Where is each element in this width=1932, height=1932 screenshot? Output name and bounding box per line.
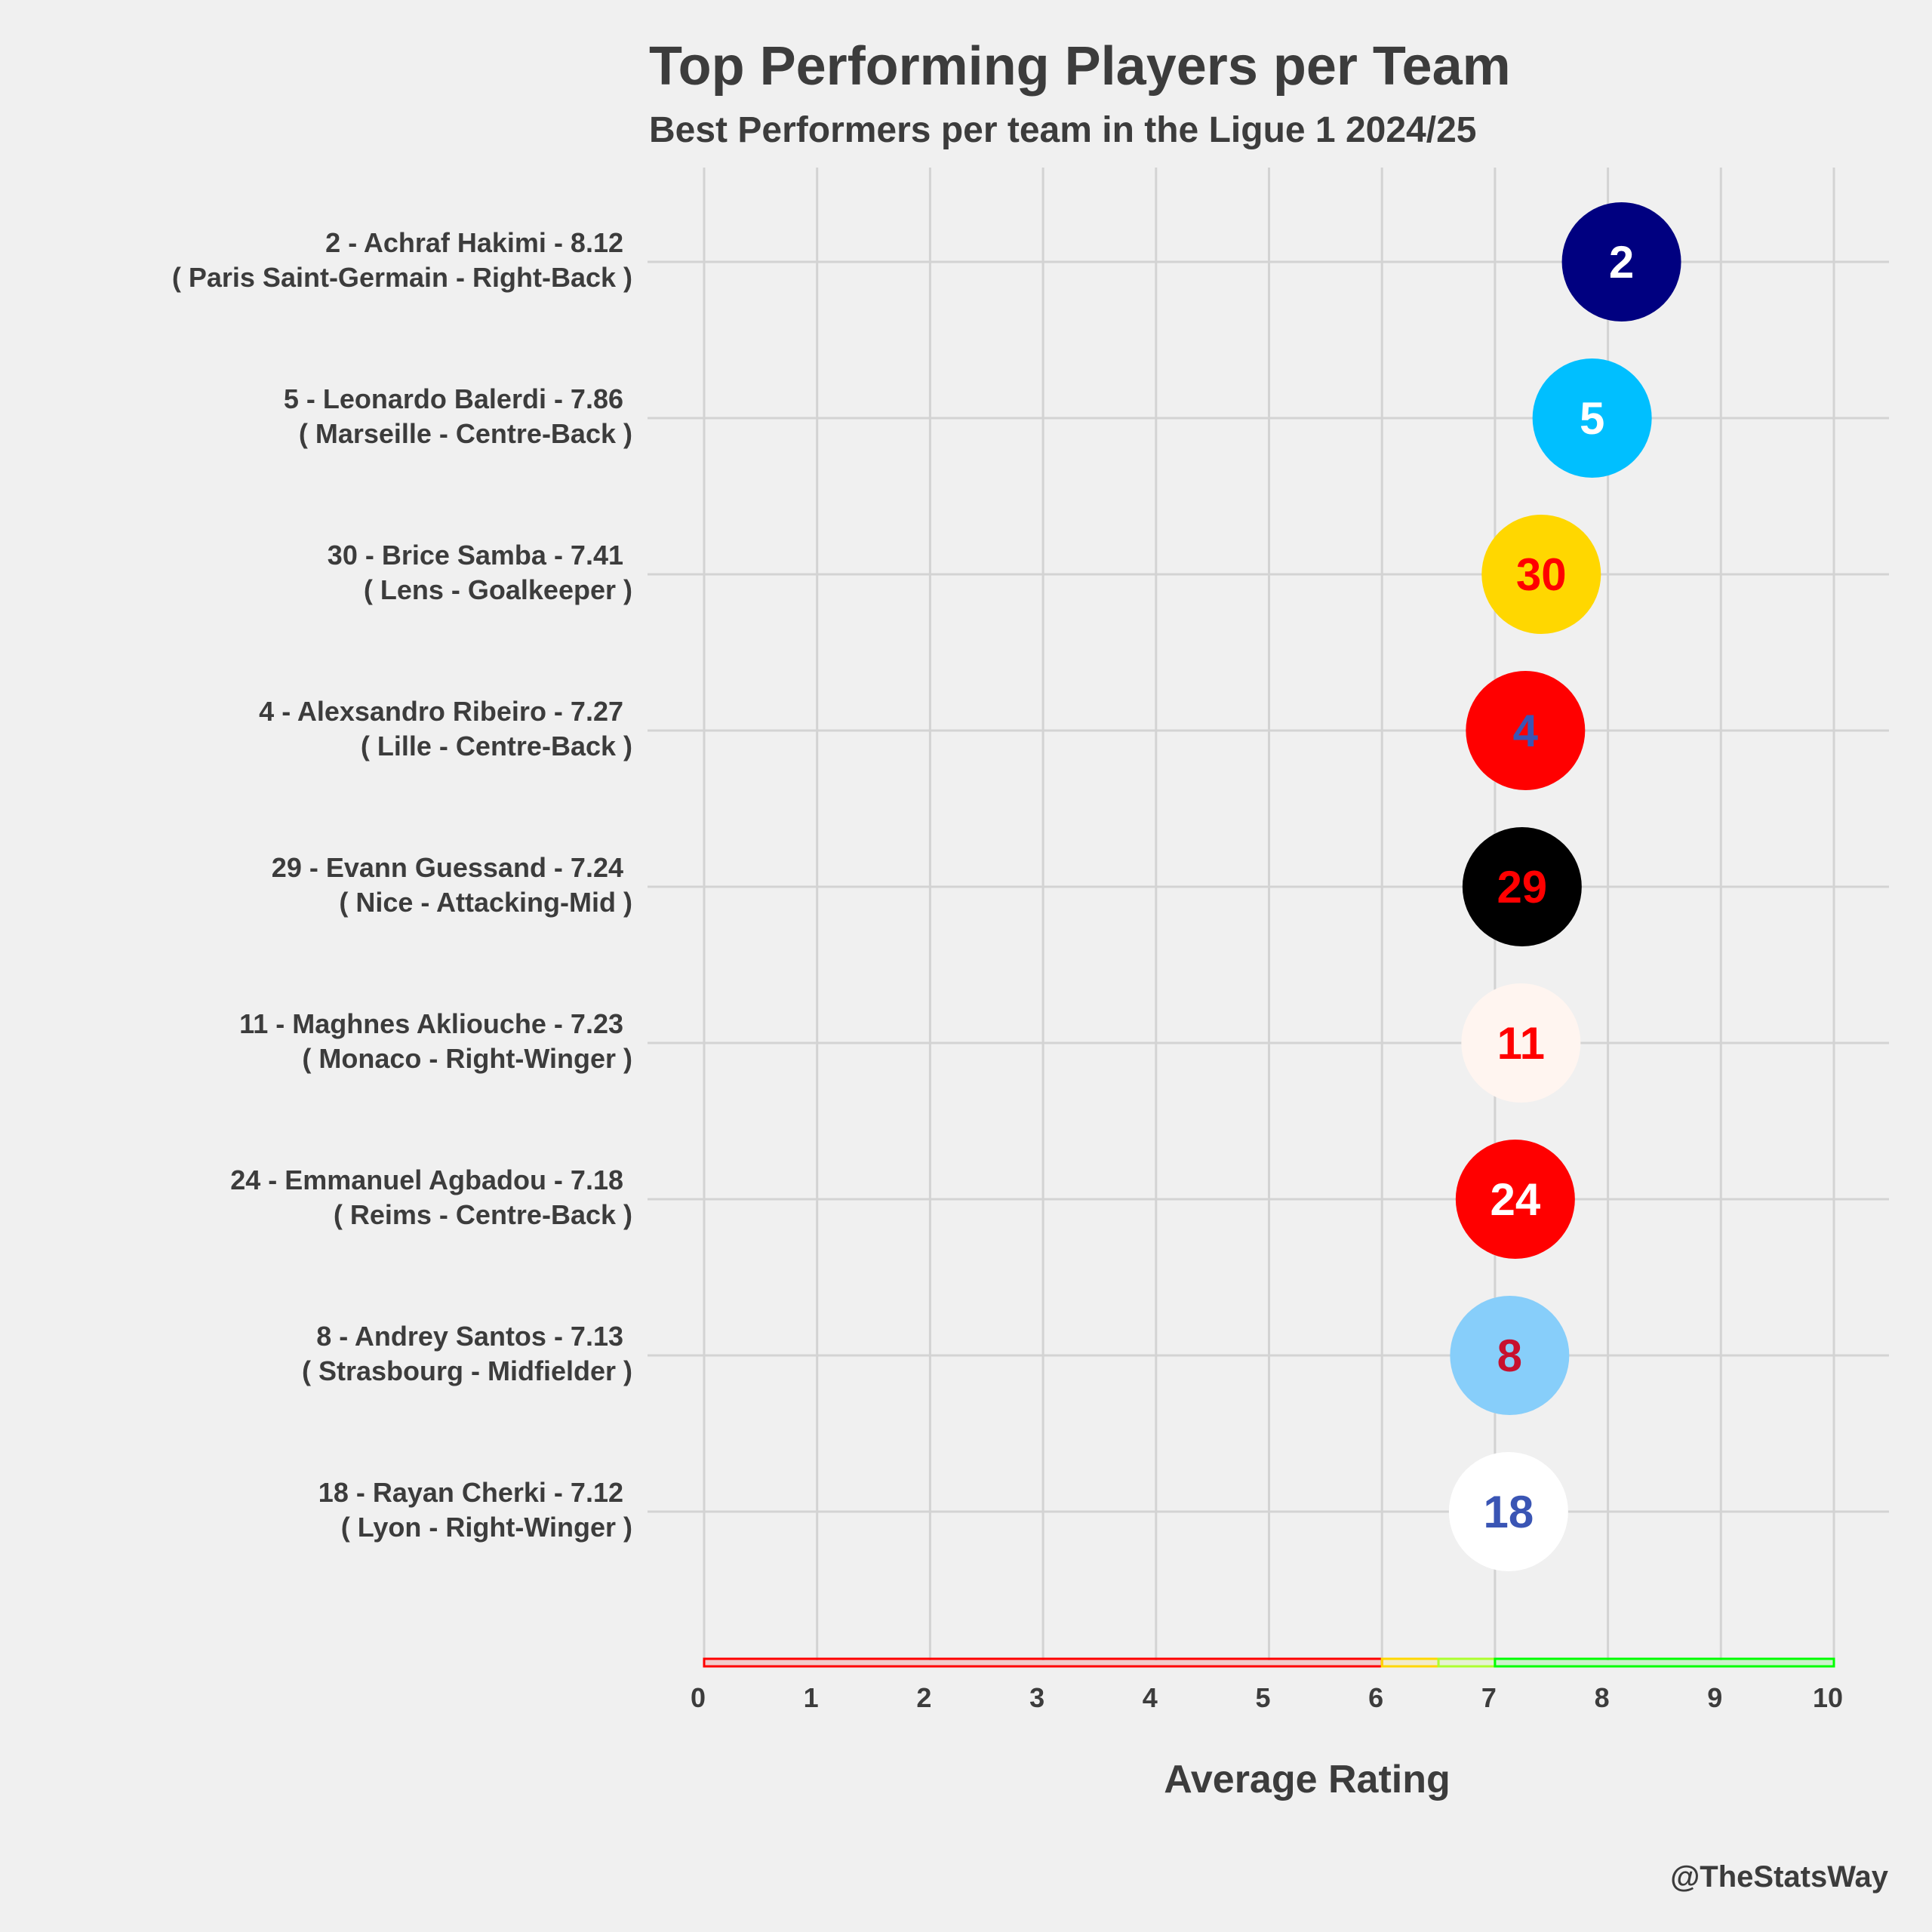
player-markers: 2 5 30 4 29 11 24 8 18	[1448, 202, 1681, 1571]
player-name-label: 2 - Achraf Hakimi - 8.12	[325, 227, 623, 258]
player-marker	[1561, 202, 1681, 321]
player-name-label: 30 - Brice Samba - 7.41	[328, 540, 623, 571]
player-number-label: 5	[1580, 393, 1604, 444]
player-name-label: 4 - Alexsandro Ribeiro - 7.27	[259, 696, 623, 727]
rating-band-segment	[703, 1657, 1383, 1668]
x-tick-label: 8	[1595, 1682, 1610, 1713]
x-axis-label: Average Rating	[1164, 1758, 1451, 1801]
player-marker	[1462, 827, 1582, 946]
player-number-label: 8	[1497, 1331, 1522, 1381]
player-marker	[1532, 358, 1652, 478]
player-team-label: ( Monaco - Right-Winger )	[302, 1043, 632, 1074]
player-number-label: 30	[1516, 549, 1567, 600]
player-number-label: 4	[1513, 706, 1539, 756]
player-name-label: 8 - Andrey Santos - 7.13	[316, 1321, 623, 1352]
x-tick-label: 5	[1255, 1682, 1270, 1713]
player-name-label: 24 - Emmanuel Agbadou - 7.18	[230, 1164, 623, 1195]
x-tick-label: 7	[1481, 1682, 1497, 1713]
x-tick-label: 3	[1029, 1682, 1044, 1713]
x-axis-ticks: 0 1 2 3 4 5 6 7 8 9 10	[691, 1682, 1843, 1713]
x-tick-label: 4	[1143, 1682, 1158, 1713]
player-team-label: ( Reims - Centre-Back )	[334, 1199, 632, 1230]
x-tick-label: 2	[916, 1682, 931, 1713]
player-team-label: ( Lens - Goalkeeper )	[364, 574, 632, 605]
player-team-label: ( Nice - Attacking-Mid )	[339, 887, 632, 918]
player-marker	[1450, 1296, 1570, 1415]
player-marker	[1448, 1452, 1568, 1571]
x-tick-label: 0	[691, 1682, 706, 1713]
grid	[648, 168, 1889, 1660]
player-marker	[1461, 983, 1581, 1103]
player-number-label: 18	[1483, 1487, 1534, 1537]
player-number-label: 11	[1497, 1018, 1545, 1069]
chart-title: Top Performing Players per Team	[649, 36, 1511, 97]
player-number-label: 2	[1609, 237, 1634, 288]
player-name-label: 18 - Rayan Cherki - 7.12	[318, 1477, 623, 1508]
player-name-label: 5 - Leonardo Balerdi - 7.86	[284, 383, 623, 414]
x-tick-label: 6	[1368, 1682, 1383, 1713]
player-name-label: 29 - Evann Guessand - 7.24	[272, 852, 623, 883]
credit-text: @TheStatsWay	[1670, 1860, 1888, 1894]
x-tick-label: 1	[804, 1682, 819, 1713]
player-name-label: 11 - Maghnes Akliouche - 7.23	[239, 1008, 623, 1039]
player-team-label: ( Lyon - Right-Winger )	[341, 1512, 632, 1543]
chart-subtitle: Best Performers per team in the Ligue 1 …	[649, 110, 1476, 150]
player-team-label: ( Lille - Centre-Back )	[361, 731, 632, 761]
player-labels: 2 - Achraf Hakimi - 8.12 ( Paris Saint-Ge…	[172, 227, 632, 1543]
rating-band-segment	[1494, 1657, 1835, 1668]
x-tick-label: 9	[1707, 1682, 1722, 1713]
player-team-label: ( Strasbourg - Midfielder )	[302, 1355, 632, 1386]
player-marker	[1455, 1140, 1575, 1259]
player-number-label: 24	[1490, 1174, 1540, 1225]
player-team-label: ( Marseille - Centre-Back )	[299, 418, 632, 449]
player-number-label: 29	[1497, 862, 1547, 912]
rating-band-segment	[1437, 1657, 1497, 1668]
x-tick-label: 10	[1813, 1682, 1843, 1713]
player-marker	[1481, 515, 1601, 634]
rating-band	[703, 1657, 1835, 1668]
rating-band-segment	[1380, 1657, 1440, 1668]
player-marker	[1466, 671, 1586, 790]
player-team-label: ( Paris Saint-Germain - Right-Back )	[172, 262, 632, 293]
